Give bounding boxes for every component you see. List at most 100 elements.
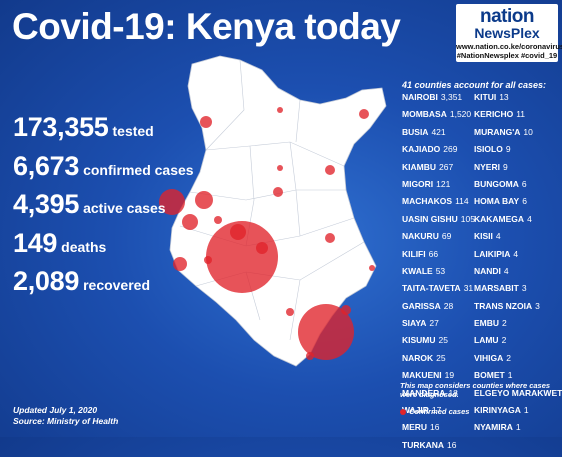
brand-name-line1: nation [480, 6, 535, 27]
county-name: NAROK [402, 352, 434, 363]
county-cases: 3,351 [440, 92, 463, 102]
county-name: ELGEYO MARAKWET [474, 387, 562, 398]
county-cases: 9 [505, 144, 511, 155]
county-name: EMBU [474, 318, 500, 329]
county-cases: 9 [502, 161, 508, 172]
county-name: MACHAKOS [402, 196, 453, 207]
county-row: MACHAKOS 114 [402, 196, 475, 213]
county-row: EMBU 2 [474, 318, 562, 335]
bubble-garissa [325, 233, 335, 243]
county-cases: 11 [516, 109, 526, 120]
county-cases: 2 [501, 335, 507, 346]
county-cases: 25 [436, 352, 446, 363]
county-cases: 10 [523, 126, 533, 137]
county-row: NYERI 9 [474, 162, 562, 179]
county-row: KERICHO 11 [474, 109, 562, 126]
county-name: TAITA-TAVETA [402, 283, 461, 294]
county-name: NAIROBI [402, 92, 438, 102]
county-name: KISUMU [402, 335, 436, 346]
county-row: NYAMIRA 1 [474, 422, 562, 439]
county-row: TAITA-TAVETA 31 [402, 283, 475, 300]
county-cases: 13 [499, 92, 509, 102]
brand-url: www.nation.co.ke/coronavirus [456, 42, 562, 51]
county-cases: 267 [439, 161, 454, 172]
county-cases: 1 [515, 422, 521, 433]
page-title: Covid-19: Kenya today [12, 6, 401, 47]
brand-hashtag: #NationNewsplex #covid_19 [456, 51, 558, 60]
stat-value: 6,673 [13, 150, 80, 181]
legend-label: Confirmed cases [409, 407, 470, 416]
stat-label: tested [112, 123, 154, 139]
county-row: UASIN GISHU 105 [402, 214, 475, 231]
red-dot-icon [400, 409, 406, 416]
county-row: WAJIR 17 [402, 405, 475, 422]
county-cases: 1 [507, 370, 513, 381]
county-name: MAKUENI [402, 370, 442, 381]
county-name: MARSABIT [474, 283, 519, 294]
county-name: KIRINYAGA [474, 405, 521, 416]
county-cases: 16 [447, 439, 457, 450]
county-name: MERU [402, 422, 428, 433]
county-row: NANDI 4 [474, 266, 562, 283]
county-row: HOMA BAY 6 [474, 196, 562, 213]
county-cases: 28 [443, 300, 454, 311]
stat-confirmed: 6,673 confirmed cases [13, 151, 194, 190]
stats-panel: 173,355 tested 6,673 confirmed cases 4,395… [13, 112, 194, 305]
bubble-mombasa [298, 304, 354, 360]
county-row: KITUI 13 [474, 92, 562, 109]
bubble-busia [159, 189, 185, 215]
stat-active: 4,395 active cases [13, 189, 194, 228]
county-row: MURANG'A 10 [474, 127, 562, 144]
map-note: This map considers counties where cases … [400, 381, 551, 399]
kenya-outline [169, 55, 387, 367]
county-cases: 27 [429, 318, 439, 329]
county-name: ISIOLO [474, 144, 503, 155]
county-name: KISII [474, 231, 493, 242]
county-row: NAIROBI 3,351 [402, 92, 475, 109]
county-cases: 53 [435, 265, 446, 276]
county-name: KAJIADO [402, 144, 441, 155]
bubble-kiambu [230, 224, 246, 240]
county-row: NAROK 25 [402, 353, 475, 370]
bubble-narok [204, 256, 212, 264]
county-row: MARSABIT 3 [474, 283, 562, 300]
data-source: Source: Ministry of Health [13, 416, 119, 426]
bubble-migori [173, 257, 187, 271]
bubble-nakuru [214, 216, 222, 224]
bubble-turkana [200, 116, 212, 128]
county-name: LAMU [474, 335, 499, 346]
county-cases: 19 [444, 370, 455, 381]
counties-list-left: NAIROBI 3,351 MOMBASA 1,520 BUSIA 421 KAJIA… [402, 92, 475, 457]
bubble-kisumu [182, 214, 198, 230]
county-row: LAMU 2 [474, 335, 562, 352]
stat-label: deaths [61, 238, 107, 255]
county-cases: 31 [463, 283, 474, 294]
county-cases: 105 [460, 213, 475, 224]
stat-value: 4,395 [13, 189, 80, 219]
county-name: NAKURU [402, 231, 439, 242]
stat-value: 2,089 [13, 266, 80, 296]
county-row: KIAMBU 267 [402, 162, 475, 179]
stat-value: 173,355 [13, 112, 109, 142]
county-name: LAIKIPIA [474, 248, 511, 259]
county-row: ELGEYO MARAKWET1 [474, 388, 562, 405]
bubble-taita-taveta [286, 308, 294, 316]
county-row: KWALE 53 [402, 266, 475, 283]
county-cases: 18 [448, 387, 458, 398]
brand-logo: nation NewsPlex www.nation.co.ke/coronav… [456, 4, 562, 62]
county-cases: 1 [523, 405, 529, 416]
county-name: GARISSA [402, 300, 441, 311]
county-row: KIRINYAGA 1 [474, 405, 562, 422]
county-row: VIHIGA 2 [474, 353, 562, 370]
county-row: MOMBASA 1,520 [402, 109, 475, 126]
county-row: LAIKIPIA 4 [474, 249, 562, 266]
county-name: BUNGOMA [474, 178, 519, 189]
county-name: NANDI [474, 265, 501, 276]
county-name: BUSIA [402, 126, 429, 137]
county-cases: 114 [455, 196, 469, 207]
updated-date: Updated July 1, 2020 [13, 405, 98, 415]
brand-name-line2: NewsPlex [474, 25, 540, 41]
county-row: BUSIA 421 [402, 127, 475, 144]
county-row: MERU 16 [402, 422, 475, 439]
bubble-kilifi [341, 305, 351, 315]
